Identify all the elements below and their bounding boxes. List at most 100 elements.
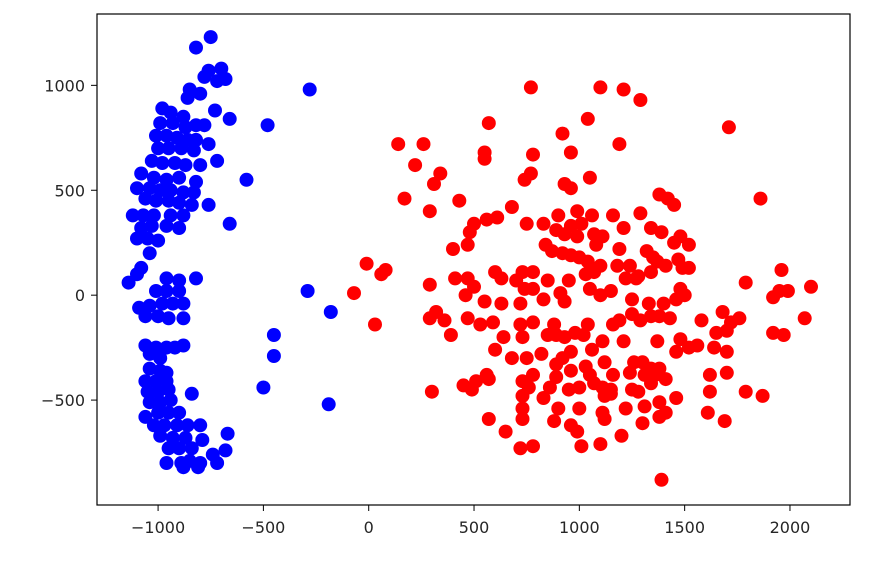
data-point-series-0-129 <box>172 441 187 456</box>
data-point-series-0-36 <box>193 158 208 173</box>
data-point-series-0-102 <box>138 374 153 389</box>
data-point-series-1-27 <box>570 204 585 219</box>
data-point-series-0-1 <box>189 40 203 55</box>
data-point-series-0-33 <box>155 156 170 170</box>
data-point-series-0-22 <box>149 128 163 143</box>
data-point-series-0-68 <box>151 233 166 248</box>
data-point-series-1-38 <box>519 216 534 231</box>
data-point-series-1-102 <box>347 286 361 301</box>
data-point-series-1-219 <box>637 399 652 414</box>
data-point-series-1-99 <box>603 284 618 298</box>
data-point-series-1-232 <box>570 424 585 439</box>
data-point-series-0-75 <box>189 271 203 286</box>
data-point-series-1-101 <box>738 275 753 290</box>
data-point-series-1-191 <box>481 372 496 387</box>
data-point-series-0-137 <box>210 456 225 470</box>
data-point-series-0-51 <box>149 193 163 208</box>
data-point-series-1-114 <box>593 288 608 303</box>
data-point-series-1-203 <box>644 376 658 391</box>
data-point-series-1-163 <box>669 344 684 359</box>
data-point-series-0-19 <box>208 103 222 118</box>
data-point-series-0-85 <box>138 309 153 324</box>
data-point-series-0-95 <box>176 338 191 353</box>
data-point-series-0-98 <box>266 349 281 363</box>
data-point-series-1-78 <box>681 260 696 275</box>
x-axis: −1000 −500 0 500 1000 1500 2000 <box>131 505 810 537</box>
data-point-series-0-114 <box>138 409 153 424</box>
data-point-series-0-34 <box>167 156 182 170</box>
data-point-series-1-214 <box>652 395 667 410</box>
data-point-series-0-106 <box>151 384 166 399</box>
data-point-series-1-160 <box>707 340 722 355</box>
data-point-series-1-187 <box>658 372 673 387</box>
data-point-series-0-77 <box>159 284 174 298</box>
data-point-series-1-115 <box>625 292 639 307</box>
data-point-series-1-3 <box>633 93 648 107</box>
data-point-series-1-64 <box>612 242 627 256</box>
data-point-series-0-10 <box>302 82 317 97</box>
data-point-series-0-63 <box>159 218 174 233</box>
data-point-series-0-116 <box>161 405 176 420</box>
data-point-series-0-127 <box>220 426 235 441</box>
data-point-series-0-59 <box>163 208 178 223</box>
data-point-series-1-91 <box>629 271 644 286</box>
data-point-series-0-109 <box>256 380 271 395</box>
data-point-series-0-139 <box>191 460 206 475</box>
data-point-series-1-98 <box>582 281 597 296</box>
y-axis: −500 0 500 1000 <box>41 76 97 410</box>
data-point-series-1-0 <box>523 80 538 95</box>
data-point-series-0-126 <box>195 433 210 447</box>
data-point-series-1-112 <box>536 292 551 307</box>
data-point-series-0-105 <box>140 384 155 399</box>
data-point-series-1-141 <box>662 311 677 326</box>
data-point-series-1-127 <box>437 313 452 328</box>
data-point-series-0-83 <box>165 296 180 311</box>
data-point-series-0-43 <box>239 172 254 187</box>
data-point-series-0-52 <box>161 193 176 208</box>
data-point-series-1-111 <box>513 296 528 311</box>
data-point-series-0-32 <box>144 153 159 168</box>
data-point-series-1-225 <box>515 412 530 426</box>
data-point-series-1-37 <box>490 210 505 225</box>
data-point-series-0-30 <box>174 141 189 156</box>
data-point-series-1-208 <box>424 384 439 399</box>
data-point-series-1-231 <box>498 424 513 439</box>
data-point-series-0-7 <box>193 86 208 101</box>
data-point-series-1-213 <box>669 391 684 405</box>
data-point-series-1-189 <box>719 365 734 380</box>
data-point-series-0-122 <box>193 418 208 433</box>
data-point-series-0-78 <box>172 284 187 298</box>
data-point-series-0-58 <box>146 208 161 223</box>
data-point-series-0-53 <box>172 195 187 210</box>
data-point-series-1-9 <box>391 137 406 152</box>
data-point-series-0-121 <box>180 418 195 433</box>
data-point-series-1-16 <box>433 166 448 181</box>
data-point-series-1-170 <box>488 342 503 357</box>
data-point-series-1-144 <box>719 323 734 338</box>
data-point-series-1-183 <box>606 367 620 382</box>
data-point-series-1-167 <box>534 346 549 361</box>
data-point-series-1-68 <box>622 258 637 273</box>
data-point-series-0-87 <box>161 311 176 326</box>
data-point-series-0-23 <box>159 128 174 143</box>
data-point-series-0-13 <box>176 109 191 124</box>
data-point-series-0-9 <box>180 90 195 105</box>
data-point-series-1-26 <box>504 200 519 214</box>
data-point-series-1-142 <box>694 313 709 328</box>
data-point-series-0-18 <box>197 118 212 133</box>
data-point-series-1-128 <box>460 311 475 326</box>
data-point-series-1-154 <box>576 328 591 342</box>
data-point-series-0-62 <box>144 218 159 233</box>
x-tick-label: −1000 <box>131 518 185 537</box>
data-point-series-0-131 <box>218 443 233 458</box>
data-point-series-1-132 <box>526 315 540 330</box>
data-point-series-1-138 <box>633 313 648 328</box>
data-point-series-0-60 <box>176 208 191 223</box>
data-point-series-1-17 <box>427 177 441 191</box>
data-point-series-0-111 <box>153 395 168 410</box>
data-point-series-0-4 <box>197 69 212 84</box>
data-point-series-0-84 <box>176 296 191 311</box>
data-point-series-1-28 <box>585 208 599 223</box>
data-point-series-1-76 <box>644 265 658 280</box>
